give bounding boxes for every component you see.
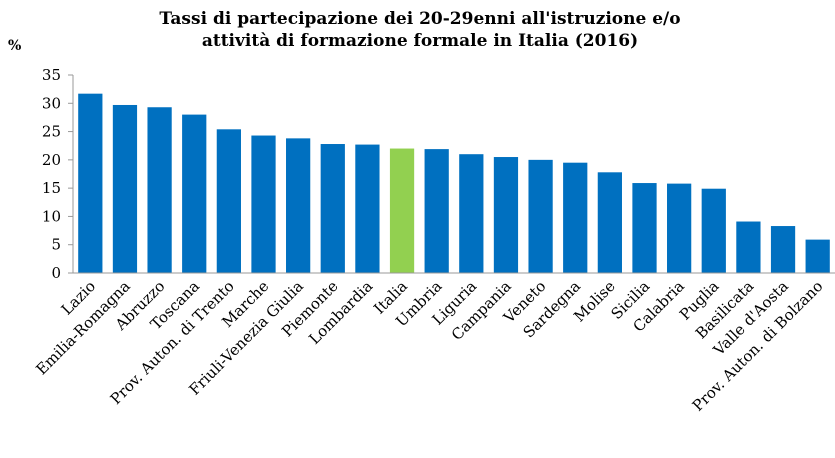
y-tick-label: 0 [51, 264, 61, 282]
chart-title: attività di formazione formale in Italia… [202, 31, 638, 51]
bar [182, 114, 207, 273]
chart-title: Tassi di partecipazione dei 20-29enni al… [159, 9, 680, 29]
bar [528, 159, 553, 273]
bar [805, 239, 830, 273]
y-tick-label: 25 [42, 123, 61, 141]
y-axis-label: % [8, 38, 21, 54]
bar [459, 154, 484, 273]
bar [112, 104, 138, 274]
y-tick-label: 20 [42, 151, 61, 169]
bar [667, 183, 692, 273]
bar [320, 144, 345, 273]
y-tick-label: 5 [51, 236, 61, 254]
y-tick-label: 10 [42, 207, 61, 225]
bar [493, 157, 519, 273]
y-tick-label: 35 [42, 66, 61, 84]
y-tick-label: 15 [42, 179, 61, 197]
bar [736, 221, 761, 273]
bar [147, 107, 172, 273]
bar [216, 129, 241, 273]
bar [251, 135, 276, 273]
bar [632, 183, 657, 273]
bar [78, 93, 103, 273]
y-tick-label: 30 [42, 94, 61, 112]
bar [355, 144, 380, 273]
bar [770, 226, 796, 273]
bar [389, 148, 415, 273]
bar [286, 138, 311, 273]
bar [424, 149, 449, 273]
bar [563, 162, 588, 273]
bar [701, 188, 726, 273]
bar [597, 172, 622, 273]
